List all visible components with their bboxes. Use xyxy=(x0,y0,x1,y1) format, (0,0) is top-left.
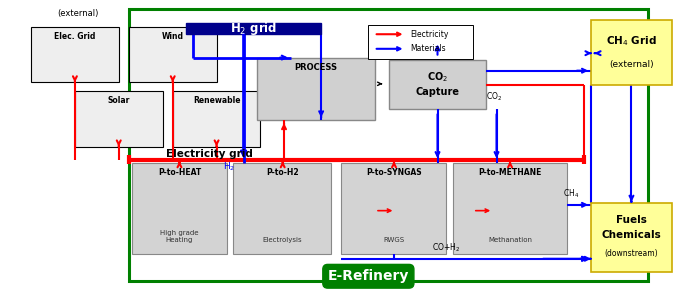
Bar xyxy=(389,60,487,109)
Text: H$_2$: H$_2$ xyxy=(223,161,235,173)
Text: (downstream): (downstream) xyxy=(604,249,658,258)
Bar xyxy=(368,25,473,59)
Text: Fuels: Fuels xyxy=(616,215,647,225)
Text: Solar: Solar xyxy=(107,96,130,105)
Text: CH$_4$: CH$_4$ xyxy=(562,188,579,200)
Text: RWGS: RWGS xyxy=(383,237,404,243)
Bar xyxy=(75,91,163,146)
Text: E-Refinery: E-Refinery xyxy=(328,269,409,283)
Text: H$_2$ grid: H$_2$ grid xyxy=(230,20,277,37)
Bar xyxy=(591,20,672,85)
Text: P-to-H2: P-to-H2 xyxy=(266,168,299,177)
Text: Materials: Materials xyxy=(410,44,445,53)
Text: Capture: Capture xyxy=(416,87,460,97)
Text: P-to-HEAT: P-to-HEAT xyxy=(158,168,201,177)
Text: (external): (external) xyxy=(609,59,654,69)
Text: Renewable: Renewable xyxy=(193,96,241,105)
Text: P-to-SYNGAS: P-to-SYNGAS xyxy=(366,168,421,177)
Text: CO+H$_2$: CO+H$_2$ xyxy=(432,242,460,254)
Text: Electricity grid: Electricity grid xyxy=(166,149,254,159)
Text: P-to-METHANE: P-to-METHANE xyxy=(479,168,541,177)
Bar xyxy=(132,163,226,254)
Text: (external): (external) xyxy=(57,9,99,18)
Text: PROCESS: PROCESS xyxy=(295,63,337,72)
Text: CO$_2$: CO$_2$ xyxy=(487,90,503,103)
Bar xyxy=(31,27,119,82)
Text: CO$_2$: CO$_2$ xyxy=(427,70,448,84)
Bar xyxy=(129,9,648,281)
Bar xyxy=(233,163,331,254)
Bar xyxy=(257,57,375,120)
Text: Methanation: Methanation xyxy=(488,237,532,243)
Text: High grade
Heating: High grade Heating xyxy=(160,230,199,243)
Bar xyxy=(591,203,672,272)
Text: Electrolysis: Electrolysis xyxy=(262,237,302,243)
Text: Wind: Wind xyxy=(162,32,184,41)
Bar xyxy=(186,23,321,34)
Text: Chemicals: Chemicals xyxy=(602,230,661,240)
Bar xyxy=(173,91,260,146)
Bar xyxy=(453,163,567,254)
Bar xyxy=(129,27,216,82)
Text: CH$_4$ Grid: CH$_4$ Grid xyxy=(606,34,657,48)
Text: Elec. Grid: Elec. Grid xyxy=(54,32,95,41)
Text: Electricity: Electricity xyxy=(410,30,449,39)
Bar xyxy=(341,163,446,254)
